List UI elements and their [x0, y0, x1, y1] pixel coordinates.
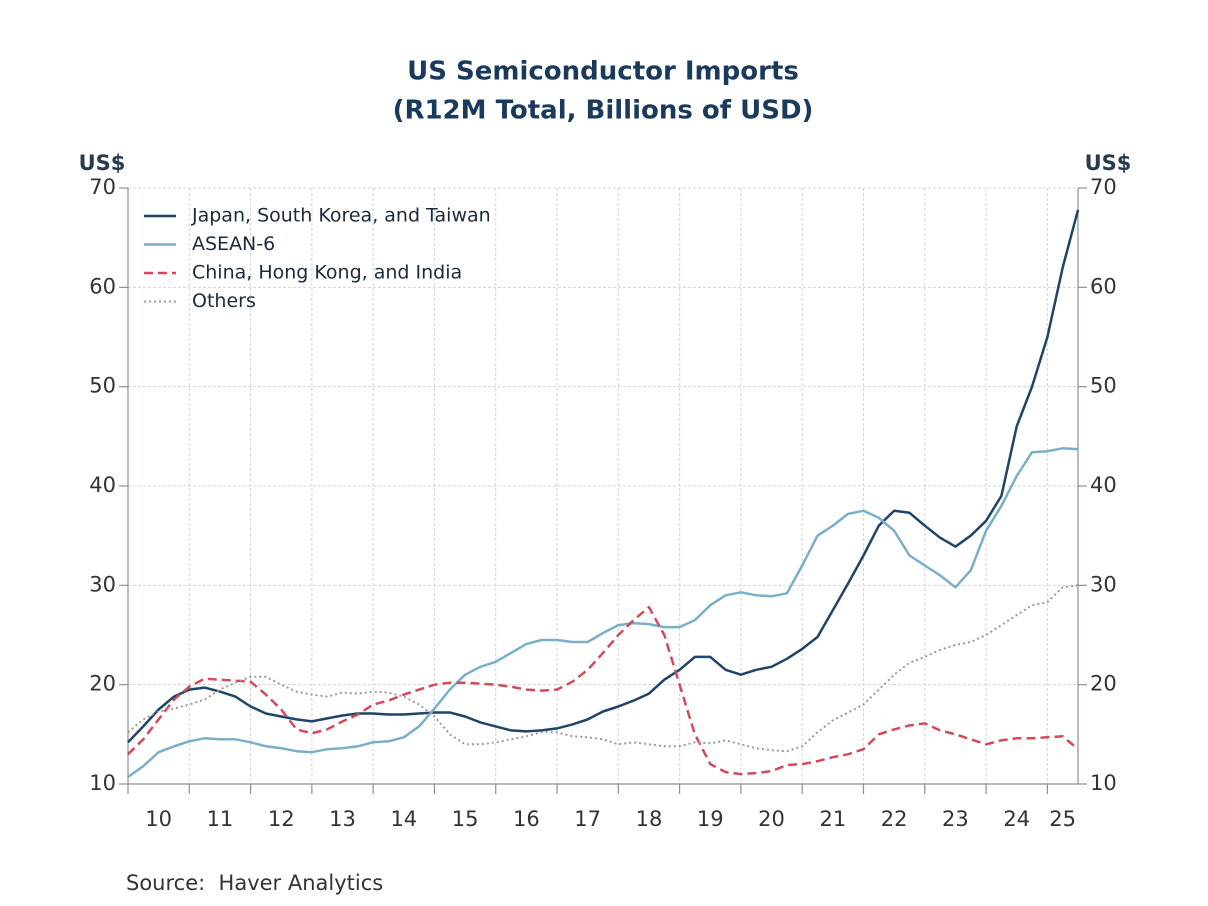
y2-axis-label: US$ [1085, 151, 1132, 175]
x-tick-label: 15 [452, 807, 479, 831]
y-tick-label: 10 [89, 771, 116, 795]
y2-tick-label: 10 [1090, 771, 1117, 795]
x-tick-label: 17 [574, 807, 601, 831]
legend-label: Japan, South Korea, and Taiwan [191, 205, 491, 227]
x-tick-label: 22 [881, 807, 908, 831]
y-tick-label: 30 [89, 572, 116, 596]
x-tick-label: 13 [329, 807, 356, 831]
y-tick-label: 50 [89, 374, 116, 398]
x-tick-label: 14 [390, 807, 417, 831]
x-tick-label: 20 [758, 807, 785, 831]
source: Source: Haver Analytics [126, 871, 383, 895]
y-tick-label: 60 [89, 274, 116, 298]
y2-tick-label: 60 [1090, 274, 1117, 298]
x-tick-label: 21 [819, 807, 846, 831]
y2-tick-label: 50 [1090, 374, 1117, 398]
y-axis-label: US$ [79, 151, 126, 175]
chart-subtitle: (R12M Total, Billions of USD) [393, 96, 814, 126]
series-line [127, 447, 1079, 779]
chart-title: US Semiconductor Imports [407, 57, 799, 87]
legend-label: ASEAN-6 [192, 233, 275, 255]
legend-label: China, Hong Kong, and India [192, 262, 462, 284]
y-tick-label: 20 [89, 672, 116, 696]
y2-tick-label: 40 [1090, 473, 1117, 497]
y-tick-label: 40 [89, 473, 116, 497]
y2-tick-label: 70 [1090, 175, 1117, 199]
x-tick-label: 12 [268, 807, 295, 831]
x-tick-label: 11 [207, 807, 234, 831]
x-tick-label: 16 [513, 807, 540, 831]
legend-label: Others [192, 290, 256, 312]
x-tick-label: 24 [1003, 807, 1030, 831]
y2-tick-label: 20 [1090, 672, 1117, 696]
y2-tick-label: 30 [1090, 572, 1117, 596]
series-line [127, 605, 1079, 776]
series-line [127, 584, 1079, 753]
x-tick-label: 10 [145, 807, 172, 831]
series-line [127, 209, 1080, 744]
x-tick-label: 23 [942, 807, 969, 831]
y-tick-label: 70 [89, 175, 116, 199]
x-tick-label: 18 [636, 807, 663, 831]
x-tick-label: 19 [697, 807, 724, 831]
x-tick-label: 25 [1049, 807, 1076, 831]
